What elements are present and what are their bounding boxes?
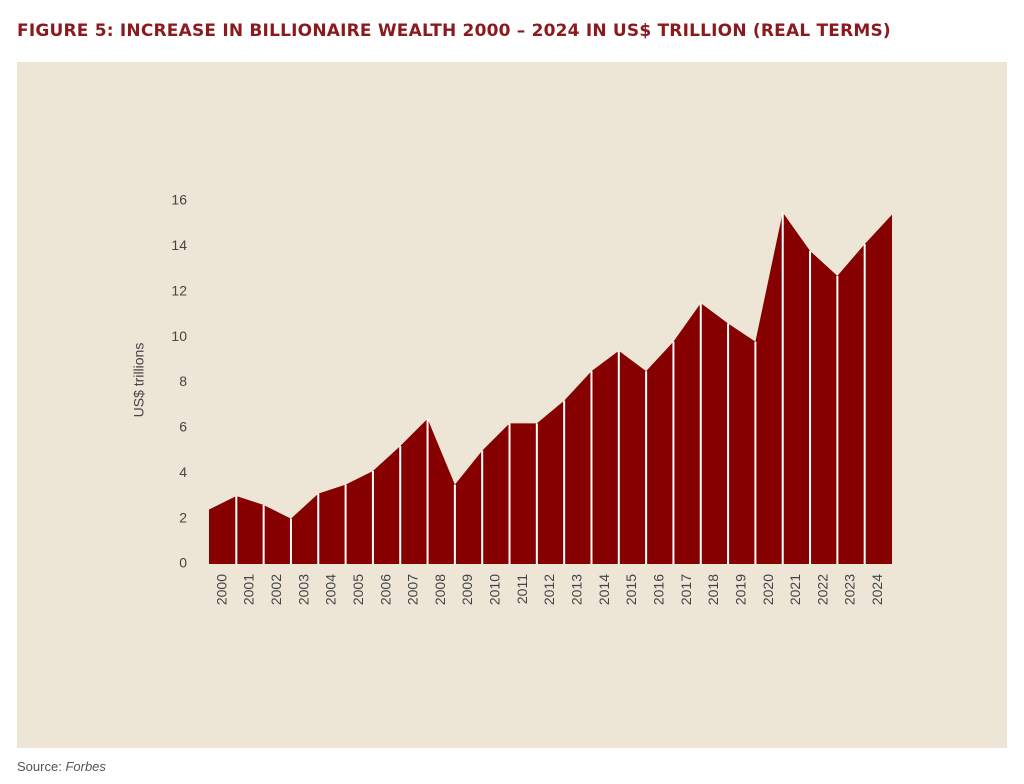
- x-tick-label: 2023: [842, 574, 858, 605]
- x-tick-label: 2017: [678, 574, 694, 605]
- x-tick-label: 2016: [650, 574, 666, 605]
- x-tick-label: 2003: [295, 574, 311, 605]
- y-tick-label: 0: [179, 555, 187, 571]
- x-tick-label: 2007: [405, 574, 421, 605]
- y-axis-label: US$ trillions: [131, 343, 147, 418]
- x-tick-label: 2001: [241, 574, 257, 605]
- x-tick-label: 2024: [869, 574, 885, 605]
- chart-title: FIGURE 5: INCREASE IN BILLIONAIRE WEALTH…: [17, 21, 891, 41]
- area: [209, 212, 892, 564]
- x-tick-label: 2020: [760, 574, 776, 605]
- source-label: Source:: [17, 759, 62, 774]
- x-tick-label: 2000: [213, 574, 229, 605]
- x-tick-label: 2014: [596, 574, 612, 605]
- x-tick-label: 2010: [487, 574, 503, 605]
- source-name: Forbes: [65, 759, 106, 774]
- x-tick-label: 2021: [787, 574, 803, 605]
- x-tick-label: 2011: [514, 574, 530, 604]
- y-tick-label: 8: [179, 373, 187, 389]
- x-tick-label: 2009: [459, 574, 475, 605]
- y-tick-label: 10: [171, 328, 187, 344]
- x-tick-label: 2013: [569, 574, 585, 605]
- x-tick-label: 2012: [541, 574, 557, 605]
- y-tick-label: 6: [179, 419, 187, 435]
- x-tick-label: 2002: [268, 574, 284, 605]
- x-tick-label: 2004: [323, 574, 339, 605]
- y-tick-label: 14: [171, 237, 187, 253]
- y-tick-label: 2: [179, 509, 187, 525]
- x-tick-label: 2015: [623, 574, 639, 605]
- x-tick-label: 2006: [377, 574, 393, 605]
- x-tick-label: 2022: [814, 574, 830, 605]
- source: Source: Forbes: [17, 759, 106, 774]
- x-tick-label: 2019: [732, 574, 748, 605]
- x-tick-label: 2008: [432, 574, 448, 605]
- x-tick-label: 2018: [705, 574, 721, 605]
- y-tick-label: 16: [171, 192, 187, 208]
- x-tick-label: 2005: [350, 574, 366, 605]
- y-tick-label: 12: [171, 282, 187, 298]
- y-tick-label: 4: [179, 464, 187, 480]
